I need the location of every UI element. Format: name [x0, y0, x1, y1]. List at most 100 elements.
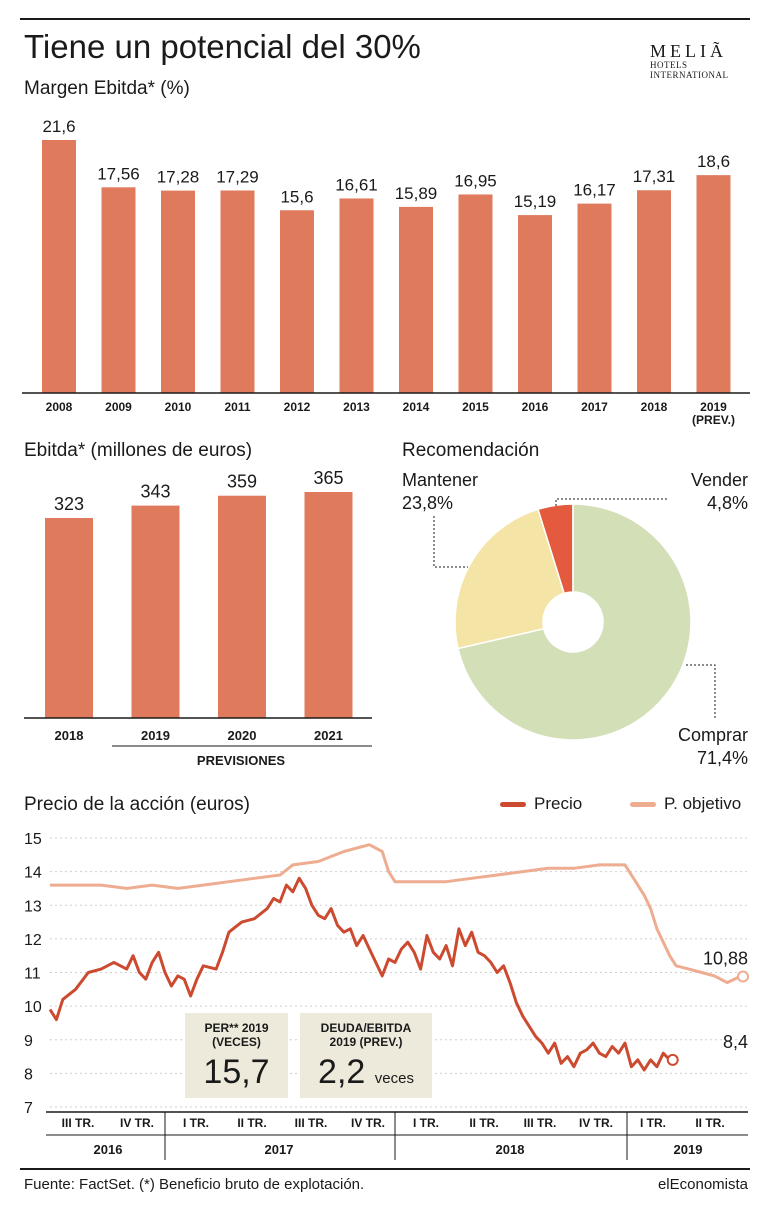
- margin-value-label: 17,28: [157, 168, 200, 187]
- margin-year-label: 2016: [522, 400, 549, 414]
- margin-value-label: 17,31: [633, 167, 676, 186]
- ebitda-year-label: 2019: [141, 728, 170, 743]
- series-end-marker: [666, 1053, 679, 1066]
- margin-year-label: 2011: [224, 400, 250, 414]
- ebitda-bar: [304, 492, 353, 718]
- mantener-name: Mantener: [402, 470, 478, 490]
- price-y-tick: 12: [24, 932, 42, 949]
- reco-chart-title: Recomendación: [402, 440, 540, 461]
- ebitda-bar: [131, 505, 180, 718]
- margin-bar: [42, 140, 76, 393]
- series-end-marker: [737, 970, 749, 983]
- margin-year-label: 2015: [462, 400, 489, 414]
- quarter-label: II TR.: [469, 1116, 498, 1130]
- year-label: 2019: [674, 1142, 703, 1157]
- debt-box: DEUDA/EBITDA 2019 (PREV.) 2,2 veces: [300, 1013, 432, 1098]
- quarter-label: I TR.: [640, 1116, 666, 1130]
- margin-value-label: 15,19: [514, 192, 557, 211]
- vender-pct: 4,8%: [707, 493, 748, 513]
- logo-main-text: MELIÃ: [650, 41, 727, 61]
- year-label: 2016: [94, 1142, 123, 1157]
- margin-year-label: 2018: [641, 400, 668, 414]
- year-label: 2018: [496, 1142, 525, 1157]
- margin-bar: [518, 215, 552, 393]
- logo-sub-text-1: HOTELS: [650, 60, 688, 70]
- quarter-label: IV TR.: [120, 1116, 154, 1130]
- legend-price-swatch: [500, 802, 526, 808]
- quarter-label: II TR.: [237, 1116, 266, 1130]
- quarter-label: II TR.: [695, 1116, 724, 1130]
- margin-bar: [458, 194, 493, 393]
- price-y-tick: 10: [24, 999, 42, 1016]
- series-line-precio: [48, 876, 671, 1072]
- margin-value-label: 18,6: [697, 152, 730, 171]
- price-y-tick: 9: [24, 1033, 33, 1050]
- legend-target: P. objetivo: [630, 794, 741, 814]
- comprar-pct: 71,4%: [697, 748, 748, 768]
- price-y-tick: 11: [24, 966, 41, 983]
- margin-bar: [161, 190, 195, 393]
- series-end-label: 10,88: [703, 949, 748, 969]
- top-rule: [20, 18, 750, 20]
- ebitda-value-label: 365: [313, 468, 343, 488]
- comprar-leader: [686, 664, 716, 720]
- margin-year-label: 2009: [105, 400, 132, 414]
- per-box-value: 15,7: [203, 1053, 270, 1091]
- margin-value-label: 21,6: [42, 117, 75, 136]
- melia-logo: MELIÃ HOTELS INTERNATIONAL: [650, 42, 750, 80]
- margin-bar: [280, 210, 314, 393]
- year-label: 2017: [265, 1142, 294, 1157]
- margin-chart-title: Margen Ebitda* (%): [24, 78, 190, 99]
- margin-value-label: 17,29: [216, 167, 259, 186]
- margin-year-label: 2019: [700, 400, 727, 414]
- margin-bar: [399, 206, 433, 393]
- legend-price: Precio: [500, 794, 582, 814]
- vender-name: Vender: [691, 470, 748, 490]
- legend-price-label: Precio: [534, 794, 583, 813]
- quarter-label: III TR.: [295, 1116, 328, 1130]
- margin-value-label: 15,89: [395, 184, 438, 203]
- margin-bar: [220, 190, 255, 393]
- quarter-label: IV TR.: [579, 1116, 613, 1130]
- margin-value-label: 17,56: [97, 164, 140, 183]
- page-title: Tiene un potencial del 30%: [24, 28, 421, 65]
- ebitda-chart-title: Ebitda* (millones de euros): [24, 440, 253, 461]
- margin-bar: [696, 175, 731, 393]
- margin-year-label: 2017: [581, 400, 608, 414]
- margin-year-label: 2012: [284, 400, 311, 414]
- legend-target-swatch: [630, 802, 656, 808]
- ebitda-year-label: 2020: [228, 728, 257, 743]
- price-y-tick: 8: [24, 1066, 33, 1083]
- margin-year-sublabel: (PREV.): [692, 413, 735, 427]
- quarter-label: III TR.: [62, 1116, 95, 1130]
- series-line-objetivo: [50, 843, 741, 985]
- margin-bar: [637, 190, 671, 393]
- price-y-tick: 13: [24, 898, 42, 915]
- ebitda-bar: [218, 495, 266, 718]
- quarter-label: I TR.: [183, 1116, 209, 1130]
- margin-bar: [577, 203, 612, 393]
- ebitda-value-label: 359: [227, 472, 257, 492]
- quarter-label: III TR.: [524, 1116, 557, 1130]
- per-box-label: PER** 2019 (VECES): [204, 1021, 269, 1049]
- publisher-brand: elEconomista: [657, 1176, 748, 1193]
- previsiones-label: PREVISIONES: [197, 753, 285, 768]
- source-note: Fuente: FactSet. (*) Beneficio bruto de …: [24, 1176, 365, 1193]
- margin-bar: [339, 198, 374, 393]
- comprar-name: Comprar: [678, 725, 748, 745]
- series-end-label: 8,4: [723, 1032, 748, 1052]
- debt-box-label: DEUDA/EBITDA 2019 (PREV.): [320, 1021, 412, 1049]
- mantener-leader: [433, 516, 468, 568]
- vender-leader: [555, 498, 668, 506]
- margin-year-label: 2010: [165, 400, 192, 414]
- price-y-tick: 14: [24, 865, 42, 882]
- margin-value-label: 16,95: [454, 171, 497, 190]
- margin-year-label: 2008: [46, 400, 73, 414]
- price-y-tick: 7: [24, 1100, 33, 1117]
- ebitda-value-label: 323: [54, 494, 84, 514]
- bottom-rule: [20, 1168, 750, 1170]
- quarter-label: I TR.: [413, 1116, 439, 1130]
- per-box: PER** 2019 (VECES) 15,7: [185, 1013, 288, 1098]
- margin-value-label: 15,6: [280, 187, 313, 206]
